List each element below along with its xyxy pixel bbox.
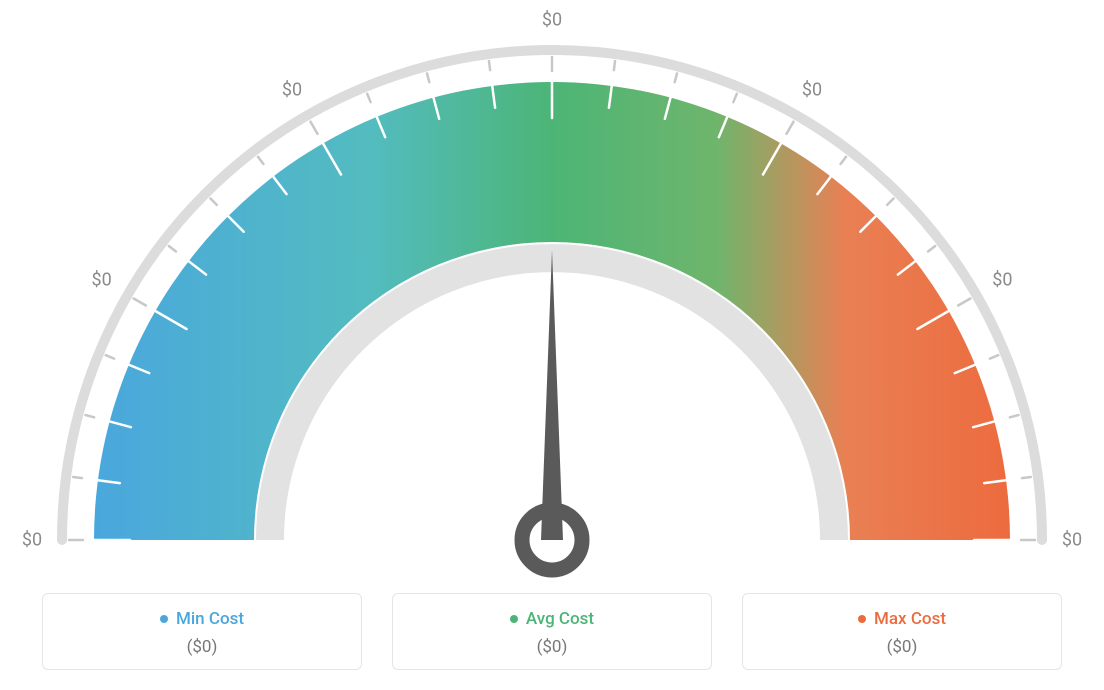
legend-value-min: ($0) [53, 637, 351, 657]
gauge-tick-label: $0 [22, 530, 42, 551]
gauge-tick-label: $0 [282, 79, 302, 100]
legend-value-avg: ($0) [403, 637, 701, 657]
legend-label: Max Cost [874, 609, 946, 629]
gauge-tick-label: $0 [1062, 530, 1082, 551]
dot-icon [858, 615, 866, 623]
gauge-tick-label: $0 [992, 270, 1012, 291]
legend-title-min: Min Cost [160, 609, 244, 629]
legend-title-avg: Avg Cost [510, 609, 594, 629]
legend-label: Min Cost [176, 609, 244, 629]
legend-title-max: Max Cost [858, 609, 946, 629]
legend-row: Min Cost ($0) Avg Cost ($0) Max Cost ($0… [0, 593, 1104, 670]
legend-label: Avg Cost [526, 609, 594, 629]
legend-card-max: Max Cost ($0) [742, 593, 1062, 670]
dot-icon [510, 615, 518, 623]
legend-card-min: Min Cost ($0) [42, 593, 362, 670]
legend-card-avg: Avg Cost ($0) [392, 593, 712, 670]
dot-icon [160, 615, 168, 623]
legend-value-max: ($0) [753, 637, 1051, 657]
cost-gauge: $0$0$0$0$0$0$0 [32, 0, 1072, 560]
gauge-tick-label: $0 [92, 270, 112, 291]
gauge-tick-label: $0 [542, 10, 562, 31]
gauge-tick-label: $0 [802, 79, 822, 100]
gauge-svg [32, 0, 1072, 580]
